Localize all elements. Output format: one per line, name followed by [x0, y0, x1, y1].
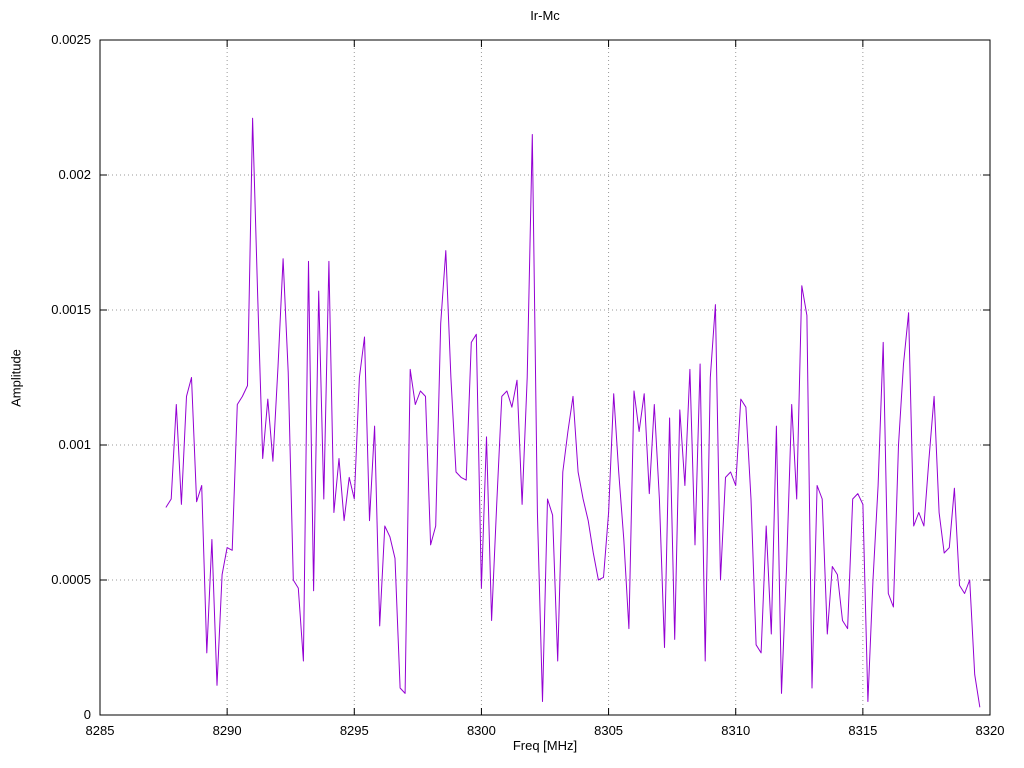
x-tick-label: 8300: [467, 723, 496, 738]
x-tick-label: 8285: [86, 723, 115, 738]
x-tick-label: 8320: [976, 723, 1005, 738]
chart-title: Ir-Mc: [530, 8, 560, 23]
x-tick-label: 8305: [594, 723, 623, 738]
y-tick-label: 0.0005: [51, 572, 91, 587]
y-tick-label: 0: [84, 707, 91, 722]
x-tick-label: 8310: [721, 723, 750, 738]
x-tick-label: 8295: [340, 723, 369, 738]
data-line-series: [165, 117, 981, 708]
x-tick-label: 8290: [213, 723, 242, 738]
x-axis-label: Freq [MHz]: [512, 738, 578, 753]
y-tick-label: 0.0025: [51, 32, 91, 47]
y-tick-label: 0.002: [58, 167, 91, 182]
x-tick-label: 8315: [848, 723, 877, 738]
plot-border: [99, 39, 991, 716]
y-tick-label: 0.001: [58, 437, 91, 452]
y-tick-label: 0.0015: [51, 302, 91, 317]
